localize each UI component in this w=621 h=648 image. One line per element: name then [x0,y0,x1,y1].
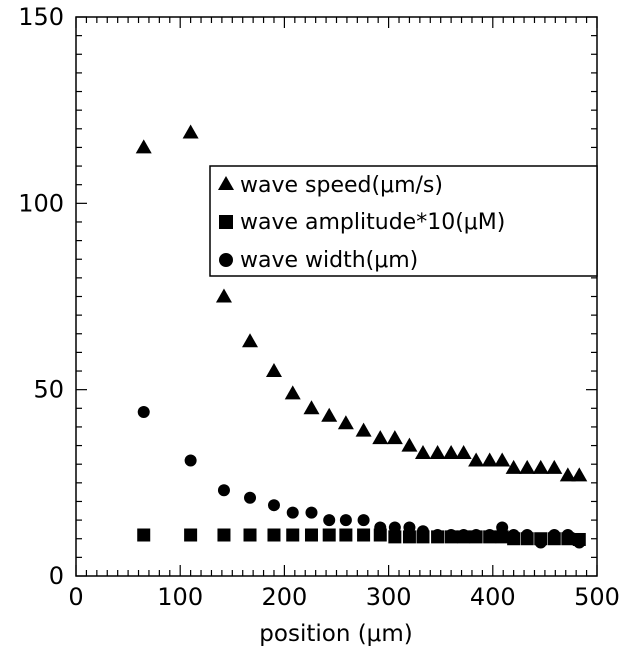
wave-speed-point [386,430,403,445]
wave-speed-point [265,363,282,378]
wave-width-point [357,514,370,527]
wave-speed-point [546,459,563,474]
wave-speed-point [372,430,389,445]
wave-speed-point [355,422,372,437]
wave-width-point [561,529,574,542]
wave-width-point [374,521,387,534]
legend-label-wave-speed: wave speed(μm/s) [240,173,443,198]
x-tick-label: 400 [470,583,516,611]
wave-speed-point [455,445,472,460]
wave-amplitude-point [137,528,151,542]
legend-circle-icon [219,253,233,267]
wave-amplitude-point [495,530,509,544]
wave-width-point [323,514,336,527]
wave-speed-point [401,437,418,452]
wave-width-point [445,529,458,542]
wave-amplitude-point [243,528,257,542]
wave-amplitude-point [388,530,402,544]
wave-width-point [286,506,299,519]
wave-width-point [416,525,429,538]
wave-width-point [339,514,352,527]
wave-speed-point [468,452,485,467]
y-tick-label: 50 [33,376,64,404]
y-tick-label: 150 [18,3,64,31]
wave-width-point [305,506,318,519]
wave-width-point [457,529,470,542]
wave-amplitude-point [402,530,416,544]
wave-speed-point [532,459,549,474]
wave-width-point [521,529,534,542]
x-tick-label: 500 [574,583,620,611]
x-axis-tick-labels: 0 100 200 300 400 500 [68,583,620,611]
wave-speed-point [519,459,536,474]
wave-width-point [496,521,509,534]
wave-speed-point [414,445,431,460]
wave-amplitude-point [357,528,371,542]
legend-box [209,165,598,277]
x-axis-ticks [75,17,598,576]
wave-speed-point [321,407,338,422]
x-tick-label: 100 [157,583,203,611]
wave-width-point [548,529,561,542]
x-tick-label: 300 [366,583,412,611]
wave-width-point [267,499,280,512]
wave-speed-point [559,467,576,482]
wave-amplitude-point [267,528,281,542]
wave-speed-point [429,445,446,460]
wave-width-point [403,521,416,534]
wave-speed-point [443,445,460,460]
legend-label-wave-amplitude: wave amplitude*10(μM) [240,210,505,235]
y-axis-ticks [76,16,597,577]
wave-width-point [483,529,496,542]
wave-width-point [244,491,257,504]
legend-triangle-icon [218,176,234,190]
wave-speed-point [215,288,232,303]
wave-speed-point [284,385,301,400]
wave-amplitude-point [339,528,353,542]
wave-amplitude-point [184,528,198,542]
x-tick-label: 200 [261,583,307,611]
wave-amplitude-point [286,528,300,542]
y-tick-label: 100 [18,189,64,217]
wave-speed-point [481,452,498,467]
wave-speed-point [571,467,588,482]
wave-width-point [217,484,230,497]
wave-amplitude-point [304,528,318,542]
wave-width-point [507,529,520,542]
wave-amplitude-point [217,528,231,542]
wave-speed-point [505,459,522,474]
wave-speed-point [337,415,354,430]
wave-width-point [534,536,547,549]
wave-width-point [573,536,586,549]
wave-speed-point [242,333,259,348]
plot-frame [75,16,598,577]
x-axis-title: position (μm) [259,621,412,647]
y-tick-label: 0 [49,562,64,590]
legend-square-icon [219,215,233,229]
wave-width-point [431,529,444,542]
wave-speed-point [135,139,152,154]
wave-amplitude-point [322,528,336,542]
wave-speed-point [182,124,199,139]
wave-speed-point [303,400,320,415]
y-axis-tick-labels: 0 50 100 150 [18,3,64,590]
wave-width-point [184,454,197,467]
wave-speed-point [494,452,511,467]
wave-width-point [137,406,150,419]
legend: wave speed(μm/s) wave amplitude*10(μM) w… [209,165,598,277]
wave-width-point [470,529,483,542]
x-tick-label: 0 [68,583,83,611]
legend-label-wave-width: wave width(μm) [240,248,418,273]
data-markers [135,124,588,549]
wave-width-point [388,521,401,534]
